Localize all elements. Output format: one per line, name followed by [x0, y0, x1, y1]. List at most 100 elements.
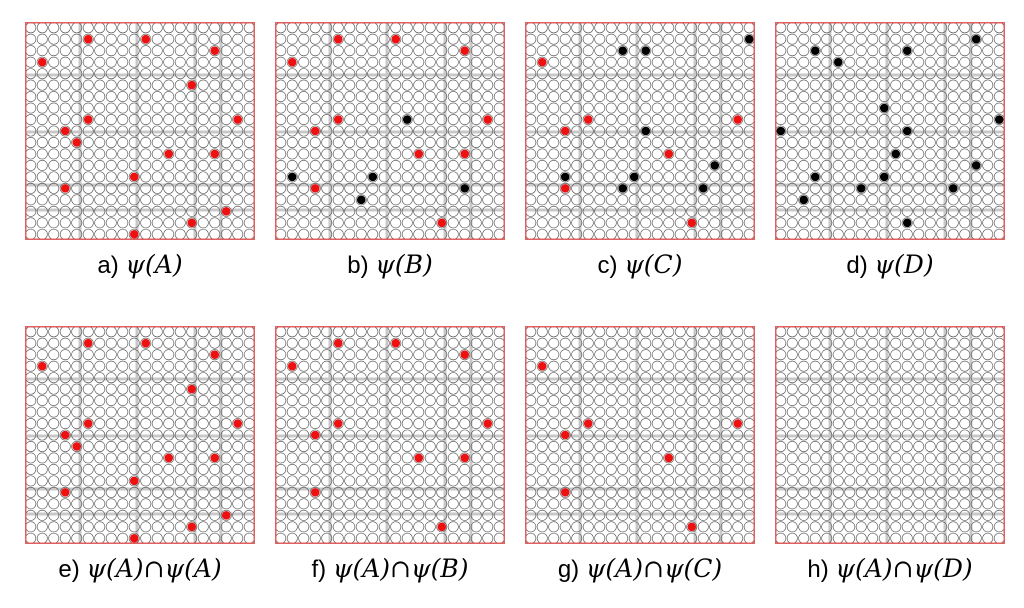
panel-caption: a) ψ(A) — [15, 250, 265, 280]
red-dot — [164, 149, 174, 159]
caption-expression: ψ(C) — [624, 250, 683, 279]
black-dot — [799, 195, 809, 205]
red-dot — [483, 115, 493, 124]
red-dot — [221, 207, 231, 216]
red-dot — [83, 338, 93, 348]
red-dot — [60, 126, 70, 136]
red-dot — [129, 229, 139, 239]
caption-letter: a) — [97, 252, 119, 279]
black-dot — [618, 184, 628, 193]
red-dot — [733, 115, 743, 124]
panel-frame — [25, 22, 255, 240]
caption-letter: b) — [347, 252, 369, 279]
panel-frame — [525, 22, 755, 240]
black-dot — [287, 172, 297, 182]
panel-c: c) ψ(C) — [525, 22, 755, 279]
black-dot — [902, 46, 912, 55]
sensor-grid — [275, 22, 505, 240]
panel-caption: b) ψ(B) — [265, 250, 515, 280]
red-dot — [164, 453, 174, 463]
sensor-grid — [25, 22, 255, 240]
sensor-grid — [525, 326, 755, 544]
panel-caption: d) ψ(D) — [765, 250, 1015, 280]
red-dot — [483, 419, 493, 428]
red-dot — [687, 522, 697, 532]
red-dot — [187, 218, 197, 228]
red-dot — [460, 46, 470, 55]
red-dot — [233, 419, 243, 428]
caption-letter: d) — [846, 252, 868, 279]
red-dot — [210, 350, 220, 359]
sensor-grid — [275, 326, 505, 544]
caption-letter: e) — [58, 556, 80, 583]
cell-circles — [275, 326, 505, 544]
panel-frame — [25, 326, 255, 544]
red-dot — [60, 430, 70, 440]
black-dot — [776, 126, 786, 136]
black-dot — [994, 115, 1004, 124]
red-dot — [664, 453, 674, 463]
red-dot — [310, 488, 320, 497]
black-dot — [879, 103, 889, 113]
caption-expression: ψ(A)∩ψ(D) — [835, 554, 973, 583]
red-dot — [310, 184, 320, 193]
red-dot — [72, 138, 82, 147]
black-dot — [641, 126, 651, 136]
red-dot — [733, 419, 743, 428]
red-dot — [37, 57, 47, 67]
red-dot — [391, 34, 401, 44]
panel-h: h) ψ(A)∩ψ(D) — [775, 326, 1005, 583]
red-dot — [221, 511, 231, 520]
black-dot — [902, 126, 912, 136]
black-dot — [833, 57, 843, 67]
black-dot — [902, 218, 912, 228]
panel-frame — [275, 22, 505, 240]
panel-frame — [275, 326, 505, 544]
red-dot — [310, 430, 320, 440]
red-dot — [437, 522, 447, 532]
black-dot — [744, 34, 754, 44]
red-dot — [287, 361, 297, 371]
red-dot — [83, 34, 93, 44]
caption-letter: g) — [557, 556, 580, 583]
black-dot — [879, 172, 889, 182]
red-dot — [129, 172, 139, 182]
panel-frame — [775, 22, 1005, 240]
red-dot — [460, 453, 470, 463]
red-dot — [287, 57, 297, 67]
red-dot — [560, 430, 570, 440]
red-dot — [414, 453, 424, 463]
red-dot — [187, 80, 197, 90]
red-dot — [391, 338, 401, 348]
panel-a: a) ψ(A) — [25, 22, 255, 279]
sensor-grid — [775, 22, 1005, 240]
red-dot — [210, 46, 220, 55]
sensor-grid — [25, 326, 255, 544]
red-dot — [129, 533, 139, 543]
red-dot — [664, 149, 674, 159]
sensor-grid — [775, 326, 1005, 544]
black-dot — [460, 184, 470, 193]
red-dot — [210, 453, 220, 463]
caption-expression: ψ(B) — [375, 250, 433, 279]
red-dot — [83, 115, 93, 124]
black-dot — [810, 172, 820, 182]
cell-circles — [775, 22, 1005, 240]
black-dot — [810, 46, 820, 55]
caption-expression: ψ(A)∩ψ(C) — [585, 554, 723, 583]
caption-expression: ψ(A) — [125, 250, 183, 279]
black-dot — [710, 161, 720, 170]
panel-caption: g) ψ(A)∩ψ(C) — [515, 554, 765, 584]
red-dot — [437, 218, 447, 228]
red-dot — [333, 115, 343, 124]
caption-letter: h) — [807, 556, 829, 583]
panel-g: g) ψ(A)∩ψ(C) — [525, 326, 755, 583]
panel-frame — [525, 326, 755, 544]
red-dot — [141, 34, 151, 44]
black-dot — [629, 172, 639, 182]
red-dot — [129, 476, 139, 486]
black-dot — [618, 46, 628, 55]
panel-caption: e) ψ(A)∩ψ(A) — [15, 554, 265, 584]
red-dot — [687, 218, 697, 228]
red-dot — [72, 442, 82, 451]
